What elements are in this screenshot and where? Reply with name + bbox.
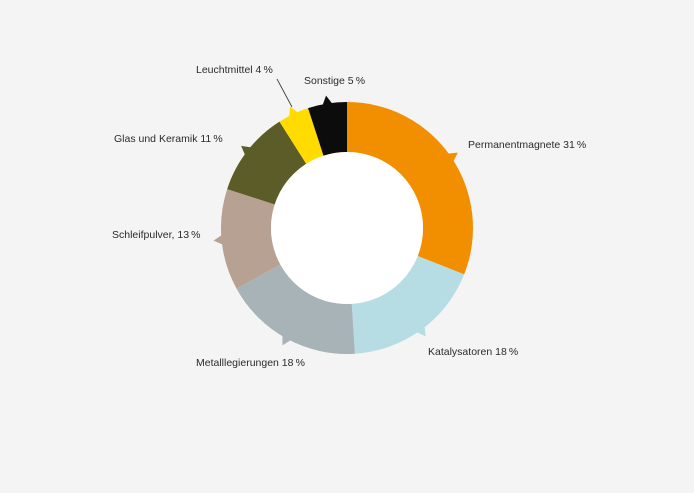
slice-katalysatoren [351,255,465,354]
slice-pointer-glas-und-keramik [241,145,253,157]
slice-leuchtmittel [279,108,324,164]
slice-sonstige [308,102,347,156]
leader-line-leuchtmittel [276,78,293,108]
label-schleifpulver: Schleifpulver, 13 % [112,229,201,241]
slice-pointer-schleifpulver [213,234,225,246]
label-permanentmagnete: Permanentmagnete 31 % [468,139,586,151]
slice-pointer-sonstige [322,95,334,107]
slice-glas-und-keramik [227,121,307,205]
slice-metalllegierungen [236,264,355,354]
slice-schleifpulver [220,189,281,289]
label-sonstige: Sonstige 5 % [304,75,365,87]
slice-pointer-permanentmagnete [446,152,458,163]
donut-hole [271,152,423,304]
donut-labels: Permanentmagnete 31 % Katalysatoren 18 % M… [112,64,586,369]
slice-pointer-metalllegierungen [282,333,293,346]
label-leuchtmittel: Leuchtmittel 4 % [196,64,273,76]
slice-pointer-katalysatoren [415,324,426,337]
slice-permanentmagnete [347,102,474,275]
slice-pointer-leuchtmittel [289,106,300,119]
label-glas-und-keramik: Glas und Keramik 11 % [114,133,223,145]
donut-slices [213,95,474,354]
label-katalysatoren: Katalysatoren 18 % [428,346,518,358]
label-metalllegierungen: Metalllegierungen 18 % [196,357,305,369]
